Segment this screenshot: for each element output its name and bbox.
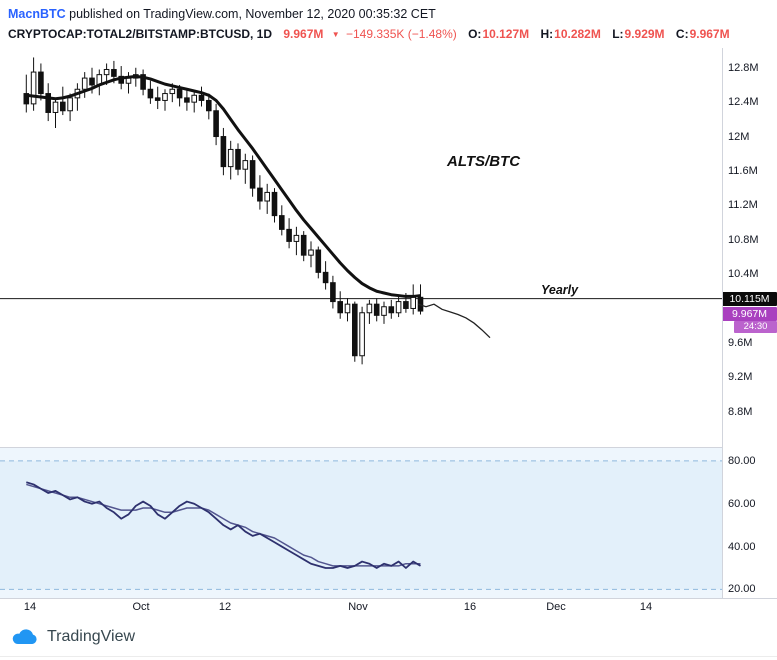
yearly-price-badge: 10.115M [722,292,777,306]
indicator-tick-label: 80.00 [728,454,756,467]
indicator-band-fill [0,460,722,590]
indicator-line [26,481,421,569]
price-tick-label: 8.8M [728,405,753,418]
alts-btc-annotation: ALTS/BTC [447,153,521,170]
indicator-tick-label: 60.00 [728,497,756,510]
last-price-badge: 9.967M [722,307,777,321]
time-tick-label: 14 [639,601,653,613]
price-axis[interactable]: 12.8M 12.4M 12M 11.6M 11.2M 10.8M 10.4M 9.6M 9.2… [723,0,777,598]
attribution-bar: MacnBTC published on TradingView.com, No… [8,7,436,21]
last-price-value: 9.967M [283,27,324,41]
time-axis-separator [0,598,777,599]
time-tick-label: 14 [23,601,37,613]
time-tick-label: 12 [218,601,232,613]
price-change: −149.335K (−1.48%) [346,27,457,41]
down-arrow-icon: ▼ [331,30,340,39]
main-price-pane[interactable] [0,48,722,446]
candlesticks [23,57,424,365]
price-tick-label: 10.8M [728,233,759,246]
yearly-annotation: Yearly [541,283,579,297]
price-tick-label: 12M [728,130,750,143]
tradingview-wordmark[interactable]: TradingView [47,628,136,645]
time-tick-label: Nov [348,601,368,613]
author-link[interactable]: MacnBTC [8,7,66,21]
time-axis[interactable]: 14 Oct 12 Nov 16 Dec 14 [0,601,722,619]
page-bottom-border [0,656,777,657]
low-value: 9.929M [624,27,665,41]
high-value: 10.282M [554,27,601,41]
pane-separator[interactable] [0,447,722,448]
time-tick-label: Oct [132,601,150,613]
indicator-tick-label: 20.00 [728,583,756,596]
price-tick-label: 9.2M [728,371,753,384]
low-label: L: [612,27,624,41]
footer: TradingView [10,627,135,647]
open-label: O: [468,27,482,41]
price-tick-label: 11.6M [728,164,758,177]
price-tick-label: 11.2M [728,199,758,212]
time-tick-label: Dec [546,601,566,613]
price-tick-label: 12.8M [728,61,759,74]
price-tick-label: 12.4M [728,96,759,109]
indicator-pane[interactable] [0,448,722,598]
symbol-bar: CRYPTOCAP:TOTAL2/BITSTAMP:BTCUSD, 1D 9.9… [8,27,730,41]
tradingview-logo-icon[interactable] [10,627,40,647]
countdown-badge: 24:30 [734,321,777,333]
close-label: C: [675,27,689,41]
attribution-text: published on TradingView.com, November 1… [65,7,436,21]
close-value: 9.967M [689,27,730,41]
time-tick-label: 16 [463,601,477,613]
price-tick-label: 9.6M [728,336,753,349]
open-value: 10.127M [482,27,530,41]
indicator-tick-label: 40.00 [728,540,756,553]
high-label: H: [540,27,554,41]
moving-average-line [26,74,421,298]
projection-line [417,303,491,339]
price-tick-label: 10.4M [728,268,759,281]
symbol-name[interactable]: CRYPTOCAP:TOTAL2/BITSTAMP:BTCUSD, 1D [8,27,273,41]
price-axis-separator [722,48,723,598]
